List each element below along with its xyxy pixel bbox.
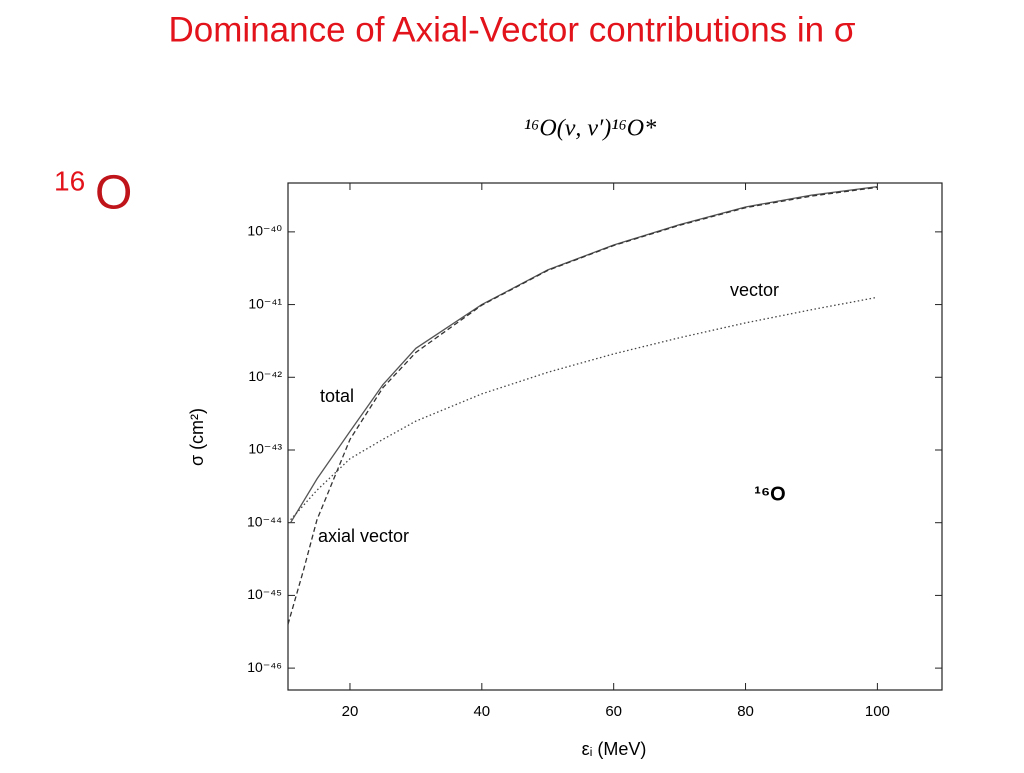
y-tick-label: 10⁻⁴⁶ [247, 659, 282, 675]
series-line [290, 296, 878, 521]
series-label: vector [730, 280, 779, 300]
series-line [287, 186, 878, 625]
y-tick-label: 10⁻⁴¹ [248, 295, 282, 311]
y-tick-label: 10⁻⁴³ [248, 441, 282, 457]
y-tick-label: 10⁻⁴⁴ [247, 513, 282, 529]
x-tick-label: 80 [737, 703, 754, 720]
slide-label-mass: 16 [54, 165, 85, 196]
plot-frame [287, 182, 943, 691]
y-tick-label: 10⁻⁴² [248, 368, 282, 384]
annotation: ¹⁶O [754, 483, 785, 505]
series-line [290, 185, 878, 524]
slide-label-element: O [95, 167, 132, 220]
series-label: total [320, 386, 354, 406]
series-label: axial vector [318, 526, 409, 546]
x-tick-label: 60 [605, 703, 622, 720]
y-tick-label: 10⁻⁴⁰ [247, 223, 282, 239]
y-axis-label: σ (cm²) [187, 408, 207, 466]
slide-title: Dominance of Axial-Vector contributions … [169, 10, 856, 49]
y-tick-label: 10⁻⁴⁵ [247, 586, 282, 602]
x-axis-label: εᵢ (MeV) [582, 739, 647, 759]
x-tick-label: 100 [865, 703, 890, 720]
x-tick-label: 40 [473, 703, 490, 720]
chart-title: ¹⁶O(ν, ν′)¹⁶O* [524, 116, 656, 142]
x-tick-label: 20 [342, 703, 359, 720]
